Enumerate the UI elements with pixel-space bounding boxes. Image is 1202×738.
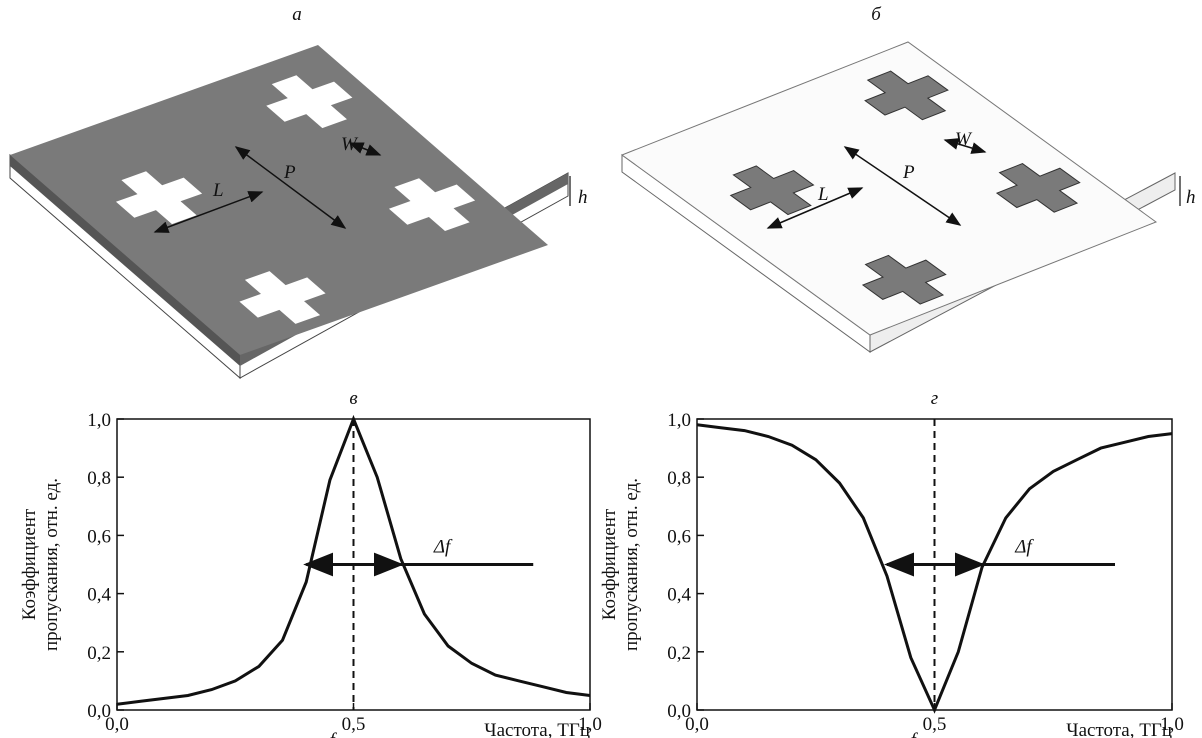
dim-label: L — [817, 184, 829, 205]
y-axis-label: пропускания, отн. ед. — [621, 478, 642, 651]
x-tick-label: 0,5 — [342, 714, 366, 735]
y-axis-label: Коэффициент — [599, 508, 620, 620]
chart-title: г — [931, 388, 938, 409]
resonance-label: f — [330, 730, 338, 738]
y-tick-label: 0,2 — [667, 643, 691, 664]
dim-arrow — [348, 142, 382, 156]
cross-patch — [980, 156, 1097, 220]
y-tick-label: 1,0 — [87, 410, 111, 431]
y-tick-label: 0,8 — [667, 468, 691, 489]
chart-title: в — [349, 388, 357, 409]
y-tick-label: 0,6 — [87, 526, 111, 547]
resonance-label: f — [911, 730, 919, 738]
delta-f-label: Δf — [433, 537, 453, 558]
dim-label: h — [578, 187, 588, 208]
cross-hole — [239, 271, 326, 324]
dim-arrow — [943, 138, 987, 154]
x-tick-label: 0,0 — [105, 714, 129, 735]
x-tick-label: 1,0 — [1160, 714, 1184, 735]
cross-hole — [388, 178, 476, 231]
delta-f-label: Δf — [1014, 537, 1034, 558]
diagram-a: а L P W h — [9, 4, 588, 380]
x-axis-label: Частота, ТГц — [1066, 720, 1172, 738]
dim-arrow — [234, 146, 347, 229]
dim-label: L — [212, 180, 224, 201]
y-tick-label: 0,8 — [87, 468, 111, 489]
diagram-label: б — [871, 4, 882, 25]
dim-label: P — [283, 162, 296, 183]
dim-label: P — [902, 162, 915, 183]
y-axis-label: пропускания, отн. ед. — [41, 478, 62, 651]
plate-side — [10, 155, 240, 366]
y-tick-label: 0,0 — [667, 701, 691, 722]
diagram-b: б L P W h — [622, 4, 1196, 352]
data-line — [696, 423, 1173, 714]
y-axis-label: Коэффициент — [19, 508, 40, 620]
cross-patch — [846, 248, 963, 312]
y-tick-label: 1,0 — [667, 410, 691, 431]
y-tick-label: 0,4 — [667, 585, 691, 606]
resonance-sub: r — [339, 735, 347, 738]
dim-label: W — [955, 129, 973, 150]
cross-patch — [848, 63, 965, 127]
x-tick-label: 0,5 — [923, 714, 947, 735]
cross-hole — [266, 75, 353, 129]
dim-arrow — [843, 146, 962, 226]
diagram-label: а — [292, 4, 302, 25]
y-tick-label: 0,6 — [667, 526, 691, 547]
resonance-sub: r — [920, 735, 928, 738]
data-line — [116, 414, 591, 706]
x-axis-label: Частота, ТГц — [484, 720, 590, 738]
dim-label: h — [1186, 187, 1196, 208]
x-tick-label: 0,0 — [685, 714, 709, 735]
y-tick-label: 0,4 — [87, 585, 111, 606]
y-tick-label: 0,0 — [87, 701, 111, 722]
dim-label: W — [341, 134, 359, 155]
x-tick-label: 1,0 — [578, 714, 602, 735]
y-tick-label: 0,2 — [87, 643, 111, 664]
